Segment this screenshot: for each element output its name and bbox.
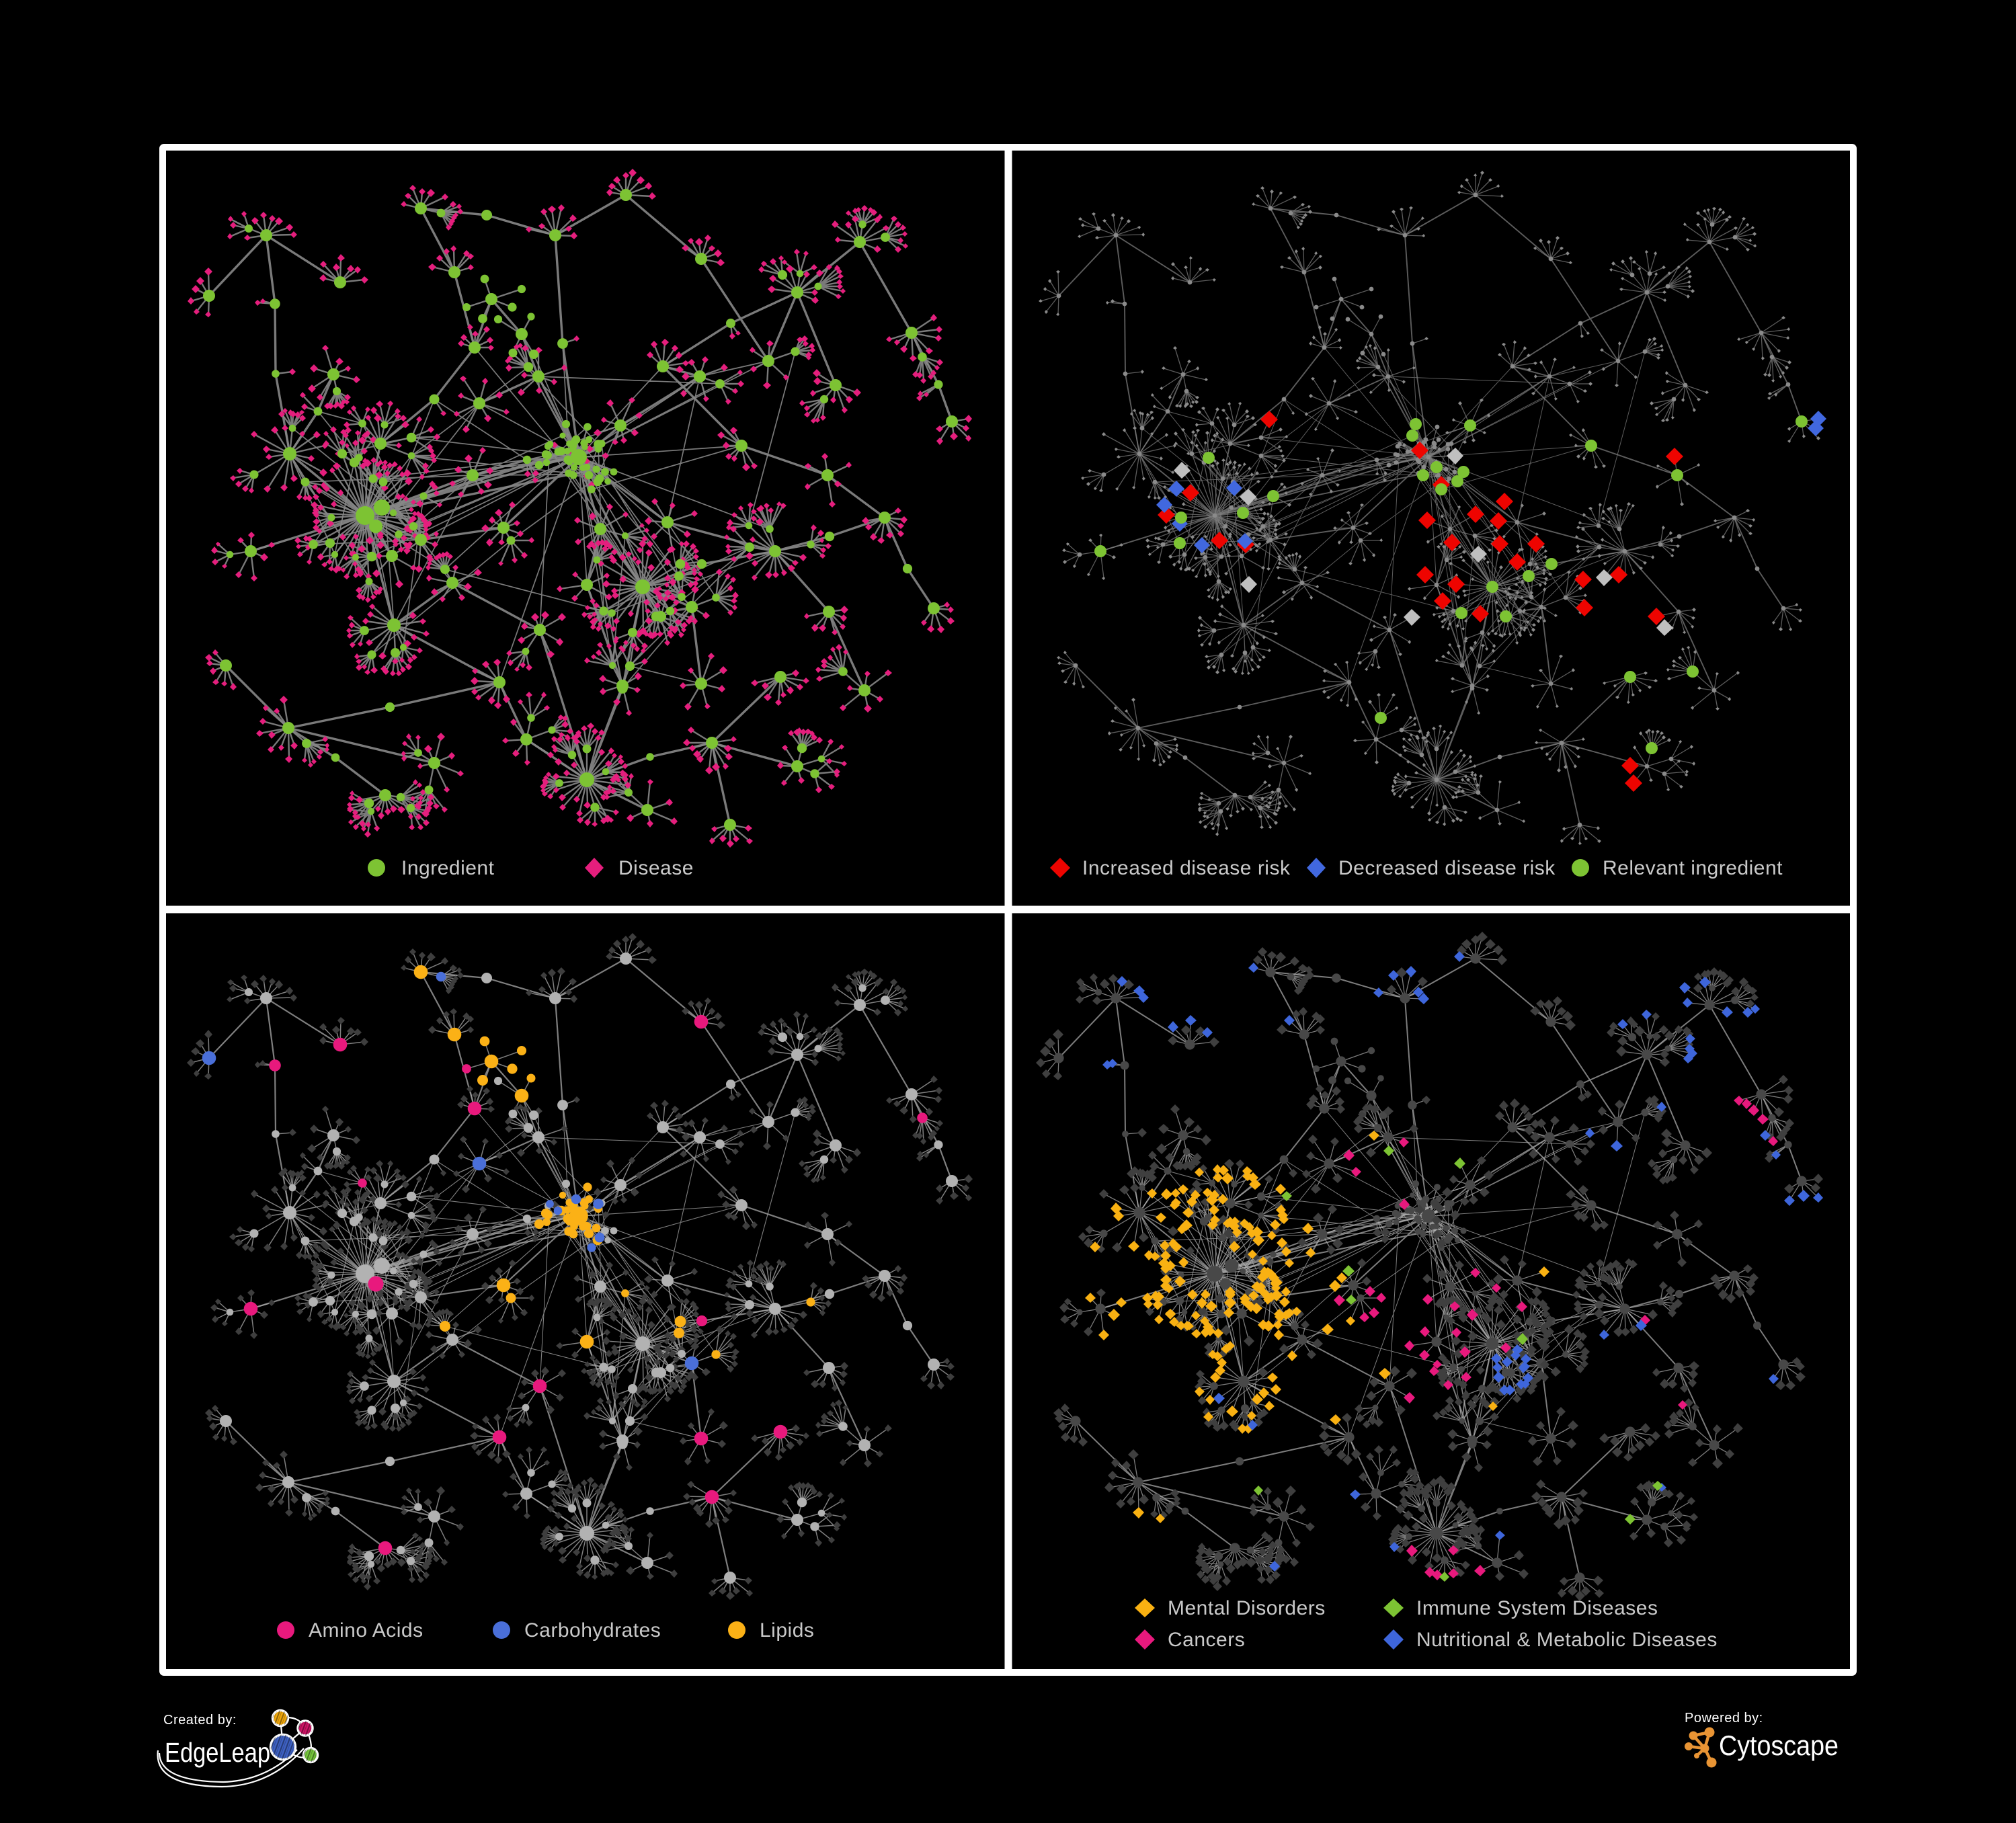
svg-text:Nutritional & Metabolic Diseas: Nutritional & Metabolic Diseases: [1416, 1629, 1718, 1651]
svg-text:Mental Disorders: Mental Disorders: [1168, 1597, 1326, 1619]
svg-text:Relevant ingredient: Relevant ingredient: [1603, 857, 1783, 879]
svg-text:Increased disease risk: Increased disease risk: [1082, 857, 1291, 879]
svg-text:Lipids: Lipids: [760, 1619, 814, 1642]
svg-text:EdgeLeap: EdgeLeap: [165, 1737, 270, 1768]
svg-text:Cancers: Cancers: [1168, 1629, 1245, 1651]
svg-text:Disease: Disease: [618, 857, 694, 879]
svg-text:Carbohydrates: Carbohydrates: [524, 1619, 661, 1642]
svg-text:Created by:: Created by:: [163, 1713, 237, 1728]
svg-text:Amino Acids: Amino Acids: [309, 1619, 424, 1642]
svg-text:Immune System Diseases: Immune System Diseases: [1416, 1597, 1658, 1619]
svg-text:Decreased disease risk: Decreased disease risk: [1338, 857, 1556, 879]
svg-text:Ingredient: Ingredient: [401, 857, 495, 879]
svg-text:Powered by:: Powered by:: [1685, 1711, 1763, 1726]
svg-text:Cytoscape: Cytoscape: [1719, 1730, 1839, 1761]
